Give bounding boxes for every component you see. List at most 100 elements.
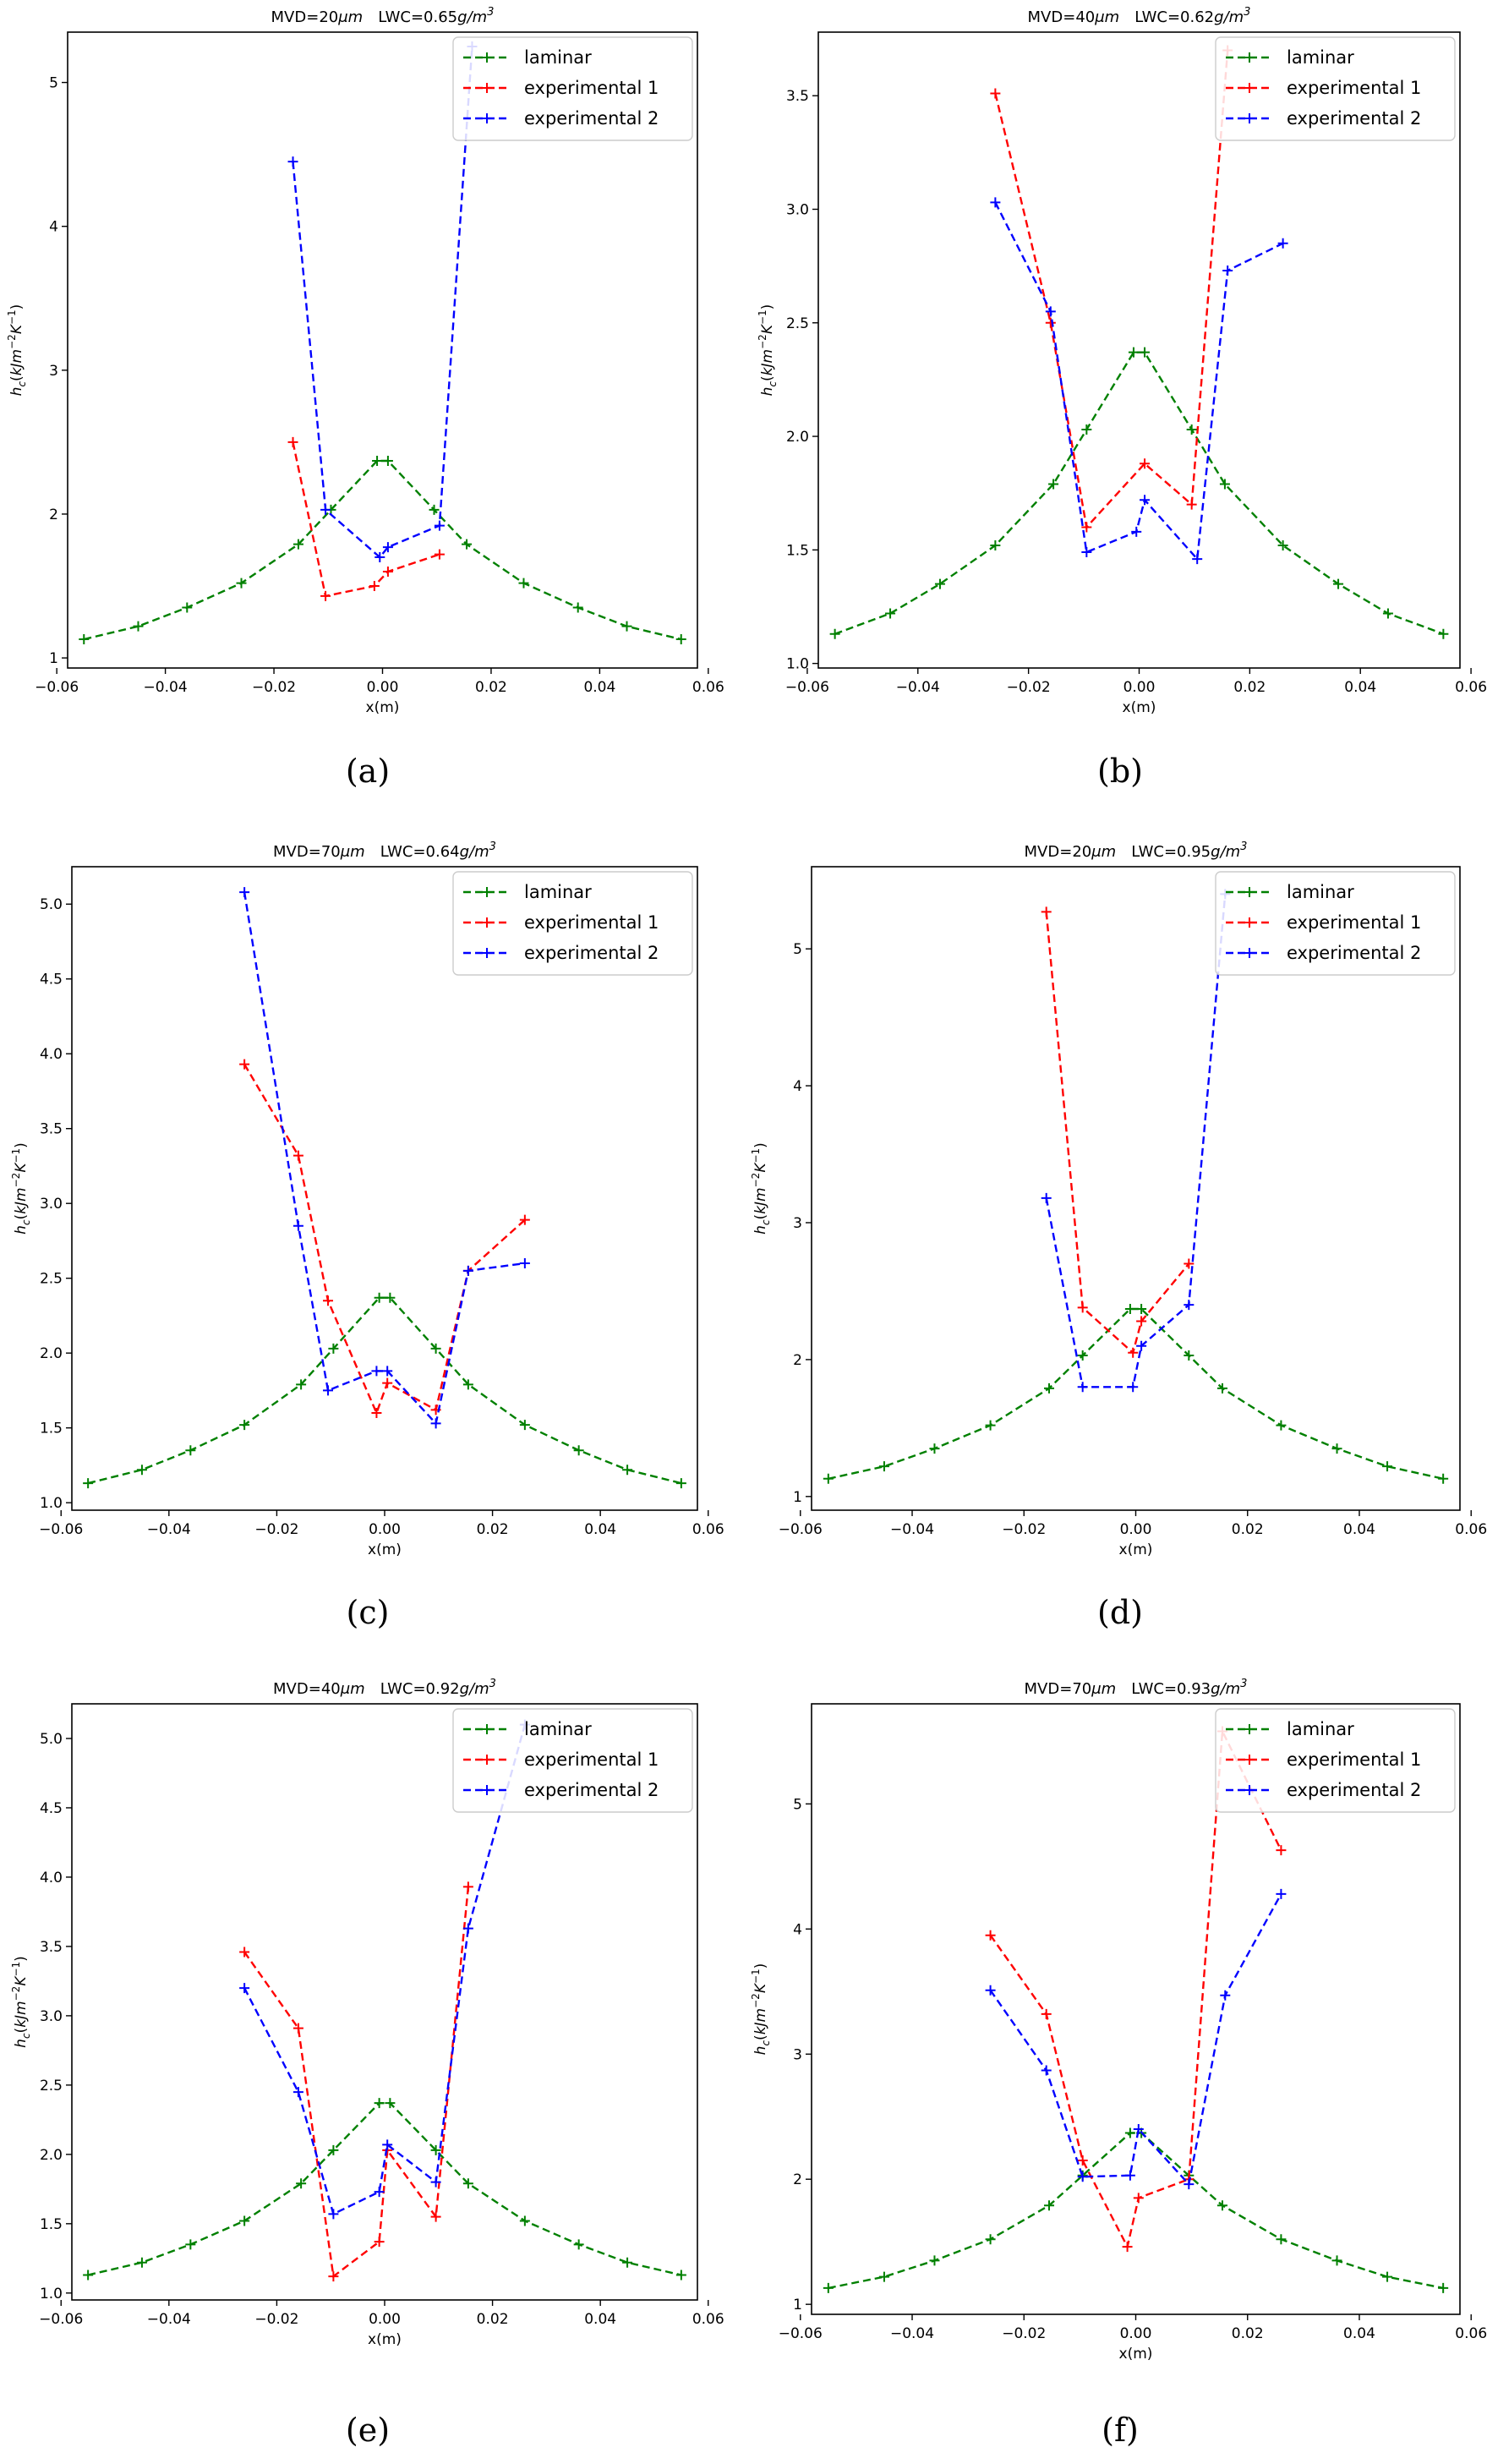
data-point (1041, 906, 1052, 917)
x-tick-label: −0.06 (39, 2311, 83, 2328)
data-point (382, 1366, 393, 1377)
x-tick-label: −0.06 (779, 2325, 823, 2342)
x-tick-label: −0.04 (147, 2311, 191, 2328)
y-tick-label: 1 (49, 650, 58, 667)
x-tick-label: 0.06 (692, 679, 724, 696)
data-point (292, 2023, 303, 2034)
data-point (1276, 2234, 1287, 2245)
legend-marker (1244, 1755, 1255, 1765)
series-laminar (79, 456, 686, 644)
data-point (1276, 1888, 1287, 1899)
x-tick-label: 0.04 (1343, 1521, 1375, 1538)
data-point (328, 2144, 339, 2155)
data-point (239, 1983, 250, 1994)
data-point (573, 1445, 584, 1456)
legend-marker (482, 113, 492, 123)
data-point (934, 578, 945, 589)
legend-marker (482, 83, 492, 93)
data-point (829, 628, 840, 639)
x-tick-label: 0.04 (584, 2311, 616, 2328)
data-point (1133, 2124, 1144, 2135)
legend-box (1215, 871, 1456, 976)
data-point (372, 456, 383, 467)
title-lwc-exponent: 3 (1244, 6, 1250, 19)
data-point (985, 1985, 996, 1996)
legend-marker (1244, 917, 1255, 928)
y-tick-label: 1 (793, 1489, 802, 1506)
legend: laminar experimental 1 experimental 2 (452, 36, 693, 141)
chart-title: MVD=20μm LWC=0.95g/m3 (1025, 840, 1248, 861)
y-tick-label: 5 (793, 1796, 802, 1813)
data-point (1081, 522, 1092, 533)
x-tick-label: 0.06 (692, 2311, 724, 2328)
data-point (1184, 1300, 1195, 1311)
data-point (518, 578, 529, 589)
chart-title: MVD=40μm LWC=0.92g/m3 (273, 1678, 496, 1698)
legend-label: laminar (524, 882, 592, 902)
data-point (1220, 1990, 1231, 2001)
series-line-experimental-1 (292, 441, 440, 598)
data-point (1184, 2179, 1195, 2190)
data-point (369, 581, 380, 592)
series-experimental-2 (239, 887, 530, 1429)
data-point (1192, 554, 1203, 565)
data-point (1044, 2200, 1055, 2211)
data-point (1277, 238, 1288, 249)
x-tick-label: −0.04 (147, 1521, 191, 1538)
x-tick-label: 0.02 (477, 1521, 509, 1538)
data-point (1041, 2065, 1052, 2076)
series-experimental-1 (1041, 906, 1195, 1358)
panel-caption: (c) (347, 1594, 390, 1631)
x-tick-label: −0.04 (896, 679, 940, 696)
data-point (287, 436, 298, 447)
y-tick-label: 2.0 (40, 1345, 63, 1362)
data-point (83, 1478, 94, 1489)
y-tick-label: 2.5 (40, 1271, 63, 1288)
y-tick-label: 3.5 (40, 1939, 63, 1956)
data-point (1331, 1443, 1342, 1454)
title-mvd-unit: μm (1094, 8, 1119, 26)
data-point (519, 1420, 530, 1431)
series-line-laminar (84, 459, 681, 641)
y-tick-label: 3 (49, 363, 58, 380)
y-tick-label: 4 (49, 219, 58, 236)
legend-label: laminar (1287, 1719, 1354, 1739)
series-experimental-1 (990, 45, 1233, 533)
data-point (1140, 458, 1151, 469)
series-laminar (83, 1292, 686, 1489)
series-experimental-1 (239, 1059, 530, 1418)
chart-panel-b: −0.06 −0.04 −0.02 0.00 0.02 0.04 0.06 1.0 1.5 2.0… (757, 6, 1487, 716)
data-point (1184, 1258, 1195, 1269)
x-axis-label: x(m) (1119, 1541, 1153, 1558)
y-tick-label: 5.0 (40, 1731, 63, 1748)
chart-panel-f: −0.06 −0.04 −0.02 0.00 0.02 0.04 0.06 1 2 3 4 5 x(m)… (750, 1678, 1487, 2363)
y-tick-label: 1.5 (40, 1421, 63, 1437)
y-axis-label: hc(kJm−2K−1) (6, 304, 28, 397)
y-tick-label: 4 (793, 1078, 802, 1095)
x-tick-label: −0.02 (254, 1521, 298, 1538)
title-lwc-unit: g/m (460, 843, 489, 861)
data-point (1140, 495, 1151, 506)
data-point (1124, 2127, 1135, 2138)
x-tick-label: 0.04 (583, 679, 615, 696)
data-point (430, 1343, 441, 1354)
y-tick-label: 3.0 (40, 2008, 63, 2025)
data-point (236, 578, 247, 589)
data-point (320, 504, 331, 515)
series-line-laminar (87, 2101, 682, 2276)
legend-marker (482, 887, 492, 897)
chart-title: MVD=20μm LWC=0.65g/m3 (271, 6, 495, 26)
data-point (462, 1923, 473, 1934)
x-axis-label: x(m) (366, 699, 400, 716)
data-point (1331, 2255, 1342, 2266)
data-point (573, 2239, 584, 2250)
legend-marker (1244, 1785, 1255, 1795)
series-laminar (823, 1303, 1449, 1484)
data-point (323, 1385, 334, 1396)
data-point (1128, 347, 1139, 358)
data-point (929, 1443, 940, 1454)
data-point (675, 1478, 686, 1489)
y-tick-label: 3.5 (786, 88, 809, 105)
data-point (1045, 306, 1056, 317)
data-point (1382, 1461, 1393, 1472)
